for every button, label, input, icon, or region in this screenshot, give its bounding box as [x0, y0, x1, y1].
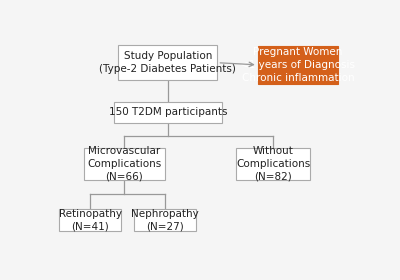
- Text: Retinopathy
(N=41): Retinopathy (N=41): [59, 209, 122, 232]
- Text: Microvascular
Complications
(N=66): Microvascular Complications (N=66): [87, 146, 162, 182]
- FancyBboxPatch shape: [118, 45, 218, 80]
- Text: Study Population
(Type-2 Diabetes Patients): Study Population (Type-2 Diabetes Patien…: [99, 51, 236, 74]
- FancyBboxPatch shape: [258, 46, 338, 84]
- Text: Nephropathy
(N=27): Nephropathy (N=27): [131, 209, 198, 232]
- Text: Without
Complications
(N=82): Without Complications (N=82): [236, 146, 310, 182]
- FancyBboxPatch shape: [84, 148, 165, 180]
- FancyBboxPatch shape: [134, 209, 196, 231]
- Text: 150 T2DM participants: 150 T2DM participants: [108, 107, 227, 117]
- FancyBboxPatch shape: [114, 102, 222, 123]
- Text: Pregnant Women
<1 years of Diagnosis
Chronic inflammation: Pregnant Women <1 years of Diagnosis Chr…: [240, 47, 356, 83]
- FancyBboxPatch shape: [236, 148, 310, 180]
- FancyBboxPatch shape: [59, 209, 121, 231]
